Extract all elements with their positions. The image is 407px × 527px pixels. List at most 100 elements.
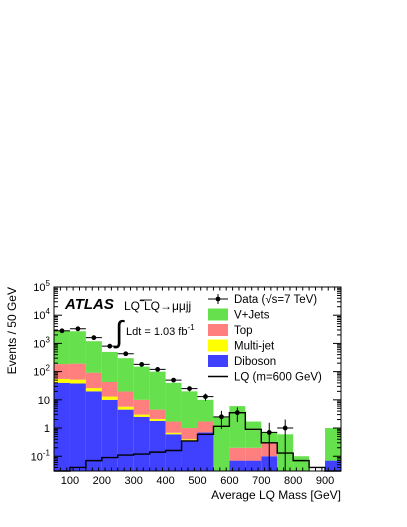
data-point-2: [91, 335, 97, 341]
bar-v-jets-15: [293, 456, 310, 471]
y-tick-label-2: 10: [38, 395, 50, 407]
bar-multi-jet-3: [101, 396, 118, 400]
bar-top-9: [197, 421, 214, 433]
x-tick-label-700: 700: [252, 475, 270, 487]
bar-top-4: [117, 391, 134, 407]
bar-v-jets-7: [165, 382, 182, 422]
bar-top-7: [165, 421, 182, 433]
bar-top-5: [133, 399, 150, 415]
legend-label-4: Diboson: [234, 356, 276, 368]
bar-v-jets-3: [101, 351, 118, 382]
bar-diboson-3: [101, 399, 118, 471]
bar-v-jets-0: [54, 330, 70, 365]
bar-v-jets-17: [325, 428, 341, 461]
y-tick-exp-6: 5: [46, 279, 51, 288]
bar-diboson-9: [197, 432, 214, 471]
x-tick-label-600: 600: [220, 475, 238, 487]
bar-v-jets-9: [197, 399, 214, 422]
y-axis-label: Events / 50 GeV: [5, 287, 19, 374]
y-tick-base-0: 10: [31, 451, 43, 463]
process-text: LQ‾LQ→μμjj: [124, 299, 191, 313]
y-tick-exp-0: -1: [43, 448, 51, 457]
bar-top-3: [101, 381, 118, 397]
bar-v-jets-8: [181, 391, 198, 429]
data-point-11: [234, 410, 240, 416]
y-tick-label-5: 104: [33, 307, 50, 322]
data-points: [54, 326, 294, 471]
process-label: LQ‾LQ→μμjj: [124, 299, 191, 313]
bar-v-jets-6: [149, 371, 166, 410]
bar-v-jets-11: [229, 406, 246, 448]
y-tick-exp-5: 4: [46, 307, 51, 316]
legend-label-0: Data (√s=7 TeV): [234, 293, 317, 306]
bar-diboson-1: [69, 383, 86, 471]
bar-top-6: [149, 409, 166, 419]
legend-label-3: Multi-jet: [234, 341, 275, 353]
integral-sign: ∫: [113, 316, 125, 349]
x-tick-label-300: 300: [125, 475, 143, 487]
x-tick-label-500: 500: [188, 475, 206, 487]
lumi-label: Ldt = 1.03 fb-1: [126, 323, 195, 338]
bar-v-jets-1: [69, 331, 86, 364]
plot-frame: [53, 286, 342, 472]
data-point-13: [266, 430, 272, 435]
bar-multi-jet-1: [69, 379, 86, 384]
bar-v-jets-2: [85, 341, 102, 373]
data-point-7: [171, 377, 176, 383]
bar-multi-jet-6: [149, 418, 166, 421]
data-point-4: [123, 351, 129, 357]
legend-swatch-1: [208, 308, 228, 321]
bar-diboson-0: [54, 382, 70, 471]
bar-diboson-8: [181, 440, 198, 471]
data-point-6: [155, 366, 161, 372]
bar-top-1: [69, 363, 86, 380]
bar-diboson-5: [133, 416, 150, 471]
bar-v-jets-5: [133, 366, 150, 400]
data-point-5: [139, 362, 145, 367]
legend-data-marker: [215, 296, 221, 302]
bar-diboson-2: [85, 391, 102, 471]
bar-top-12: [245, 447, 262, 461]
x-axis-label: Average LQ Mass [GeV]: [211, 488, 341, 502]
lumi-text: Ldt = 1.03 fb: [126, 326, 187, 338]
y-tick-label-3: 102: [33, 364, 50, 379]
data-point-14: [282, 425, 288, 431]
x-tick-label-100: 100: [61, 475, 79, 487]
data-point-3: [107, 343, 113, 349]
bar-multi-jet-5: [133, 414, 150, 417]
bar-v-jets-4: [117, 358, 134, 392]
bar-multi-jet-4: [117, 406, 134, 410]
bar-v-jets-12: [245, 421, 262, 448]
signal-histogram: [54, 411, 341, 472]
bar-diboson-7: [165, 434, 182, 471]
bar-top-11: [229, 447, 246, 461]
bar-diboson-6: [149, 420, 166, 471]
y-tick-base-5: 10: [33, 310, 45, 322]
bar-diboson-17: [325, 460, 341, 471]
stacked-bars: [54, 330, 341, 471]
y-tick-exp-3: 2: [46, 364, 51, 373]
bar-multi-jet-7: [165, 432, 182, 435]
x-tick-label-200: 200: [93, 475, 111, 487]
y-tick-base-4: 10: [33, 338, 45, 350]
y-tick-label-0: 10-1: [31, 448, 51, 463]
signal-line: [54, 411, 341, 472]
lumi-exponent: -1: [187, 323, 195, 332]
bar-top-8: [181, 428, 198, 440]
y-tick-label-6: 105: [33, 279, 50, 294]
legend: Data (√s=7 TeV) V+Jets Top Multi-jet Diboson…: [208, 293, 322, 384]
axes: 100 200 300 400 500 600 700 800 90010-1110102103…: [5, 279, 342, 502]
bar-diboson-4: [117, 409, 134, 471]
atlas-label: ATLAS: [64, 296, 114, 313]
y-tick-base-6: 10: [33, 282, 45, 294]
bar-diboson-11: [229, 460, 246, 471]
x-tick-label-400: 400: [156, 475, 174, 487]
y-tick-label-4: 103: [33, 335, 50, 350]
data-point-10: [219, 414, 224, 420]
legend-swatch-2: [208, 324, 228, 336]
y-tick-base-3: 10: [33, 367, 45, 379]
data-point-1: [75, 326, 81, 332]
bar-multi-jet-8: [181, 439, 198, 441]
annotations: ATLAS LQ‾LQ→μμjj ∫ Ldt = 1.03 fb-1: [64, 296, 195, 349]
